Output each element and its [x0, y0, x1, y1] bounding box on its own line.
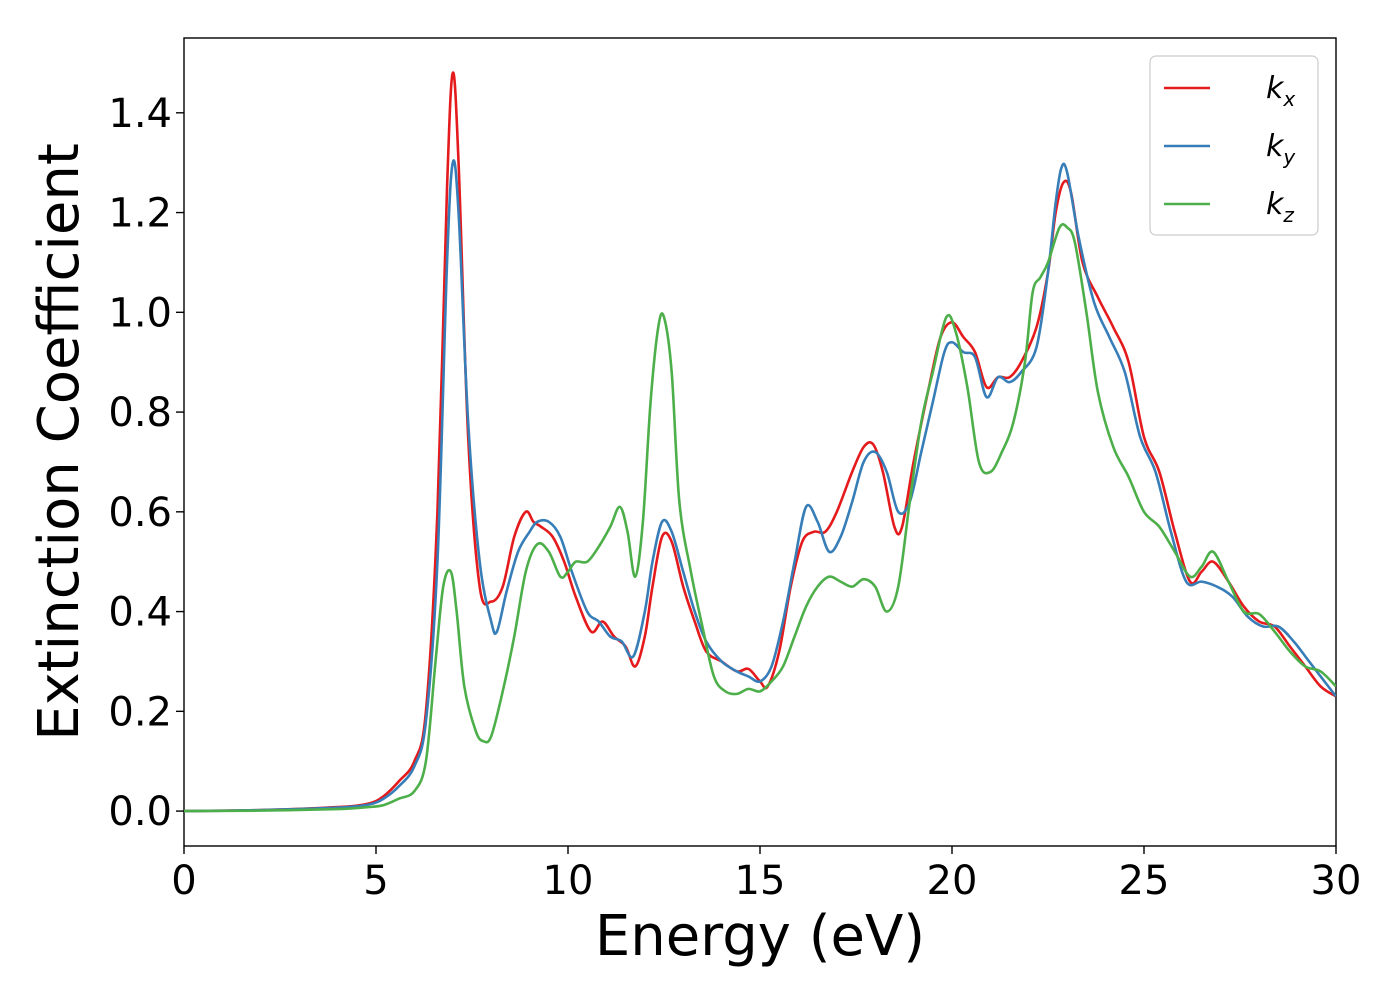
x-axis-title: Energy (eV) — [595, 904, 925, 969]
series-line-y — [184, 159, 1336, 813]
x-tick-label: 0 — [171, 858, 196, 904]
y-tick-label: 1.4 — [108, 91, 172, 137]
x-tick-label: 10 — [543, 858, 594, 904]
x-tick-label: 25 — [1119, 858, 1170, 904]
legend-label-base: k — [1266, 187, 1285, 222]
legend-label-x: kx — [1266, 71, 1295, 111]
y-tick-label: 0.4 — [108, 590, 172, 636]
series-layer — [184, 71, 1336, 813]
x-tick-label: 15 — [735, 858, 786, 904]
y-tick-label: 0.0 — [108, 789, 172, 835]
legend-label-z: kz — [1266, 187, 1294, 227]
y-axis-title: Extinction Coefficient — [27, 143, 92, 741]
x-tick-label: 20 — [927, 858, 978, 904]
x-tick-label: 5 — [363, 858, 388, 904]
y-tick-label: 1.0 — [108, 290, 172, 336]
legend-label-subscript: y — [1282, 145, 1296, 169]
series-line-z — [184, 223, 1336, 813]
y-tick-label: 0.2 — [108, 689, 172, 735]
legend-label-subscript: x — [1282, 87, 1295, 111]
x-axis: 0 5 10 15 20 25 30 — [171, 846, 1361, 904]
legend-label-base: k — [1266, 71, 1285, 106]
y-tick-label: 0.6 — [108, 490, 172, 536]
y-tick-label: 1.2 — [108, 191, 172, 237]
y-axis: 0.0 0.2 0.4 0.6 0.8 1.0 1.2 1.4 — [108, 91, 184, 835]
legend-box — [1149, 55, 1319, 236]
legend-label-subscript: z — [1282, 203, 1294, 227]
x-tick-label: 30 — [1311, 858, 1362, 904]
legend-label-y: ky — [1266, 129, 1296, 169]
y-tick-label: 0.8 — [108, 390, 172, 436]
legend-label-base: k — [1266, 129, 1285, 164]
